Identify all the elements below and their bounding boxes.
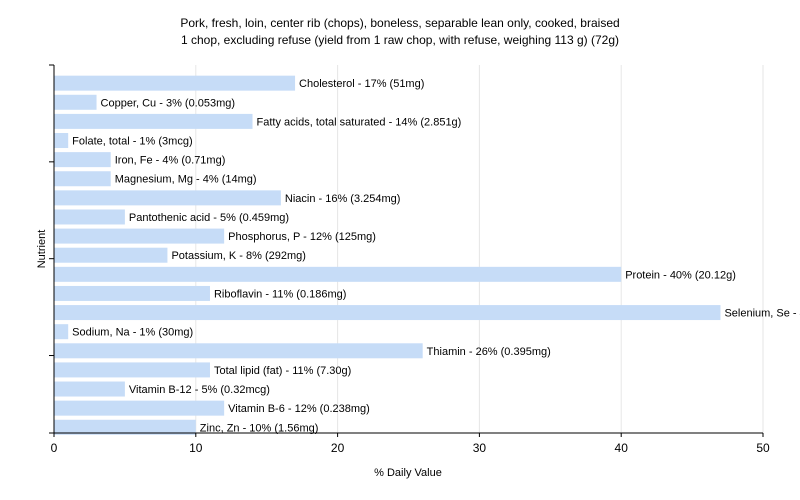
bar-label-15: Total lipid (fat) - 11% (7.30g)	[214, 365, 351, 377]
bar-label-2: Fatty acids, total saturated - 14% (2.85…	[257, 116, 462, 128]
bar-label-7: Pantothenic acid - 5% (0.459mg)	[129, 212, 289, 224]
axes: 0 10 20 30 40 50	[49, 64, 770, 455]
bar-1	[54, 94, 97, 110]
x-tick-label-40: 40	[615, 441, 629, 455]
bar-2	[54, 113, 253, 129]
bar-4	[54, 152, 111, 168]
bar-15	[54, 362, 210, 378]
bar-8	[54, 228, 225, 244]
x-tick-label-10: 10	[189, 441, 203, 455]
bar-label-13: Sodium, Na - 1% (30mg)	[72, 327, 193, 339]
bar-label-5: Magnesium, Mg - 4% (14mg)	[115, 174, 257, 186]
bar-10	[54, 266, 622, 282]
bar-13	[54, 324, 69, 340]
x-tick-label-0: 0	[51, 441, 58, 455]
chart-title-line-1: Pork, fresh, loin, center rib (chops), b…	[180, 16, 619, 30]
chart-title-line-2: 1 chop, excluding refuse (yield from 1 r…	[181, 33, 619, 47]
bar-label-12: Selenium, Se - 47% (32.7mcg)	[724, 308, 800, 320]
bar-label-10: Protein - 40% (20.12g)	[625, 269, 736, 281]
bar-label-11: Riboflavin - 11% (0.186mg)	[214, 288, 346, 300]
bar-9	[54, 247, 168, 263]
x-tick-label-30: 30	[473, 441, 487, 455]
bar-17	[54, 400, 225, 416]
bar-label-9: Potassium, K - 8% (292mg)	[171, 250, 306, 262]
bar-label-18: Zinc, Zn - 10% (1.56mg)	[200, 422, 319, 434]
bar-5	[54, 171, 111, 187]
bar-label-14: Thiamin - 26% (0.395mg)	[427, 346, 551, 358]
bar-12	[54, 305, 721, 321]
bar-0	[54, 75, 296, 91]
x-axis-label: % Daily Value	[374, 467, 442, 479]
bar-label-17: Vitamin B-6 - 12% (0.238mg)	[228, 403, 370, 415]
x-tick-label-50: 50	[756, 441, 770, 455]
bar-11	[54, 285, 210, 301]
bar-18	[54, 419, 196, 435]
bars: Cholesterol - 17% (51mg) Copper, Cu - 3% …	[54, 75, 800, 435]
bar-label-8: Phosphorus, P - 12% (125mg)	[228, 231, 376, 243]
bar-16	[54, 381, 125, 397]
x-tick-label-20: 20	[331, 441, 345, 455]
bar-3	[54, 133, 69, 149]
bar-label-6: Niacin - 16% (3.254mg)	[285, 193, 401, 205]
bar-label-0: Cholesterol - 17% (51mg)	[299, 78, 424, 90]
y-axis-label: Nutrient	[36, 230, 48, 269]
bar-label-16: Vitamin B-12 - 5% (0.32mcg)	[129, 384, 270, 396]
bar-label-3: Folate, total - 1% (3mcg)	[72, 136, 192, 148]
bar-14	[54, 343, 423, 359]
bar-label-4: Iron, Fe - 4% (0.71mg)	[115, 155, 226, 167]
bar-6	[54, 190, 281, 206]
bar-label-1: Copper, Cu - 3% (0.053mg)	[101, 97, 236, 109]
bar-7	[54, 209, 125, 225]
